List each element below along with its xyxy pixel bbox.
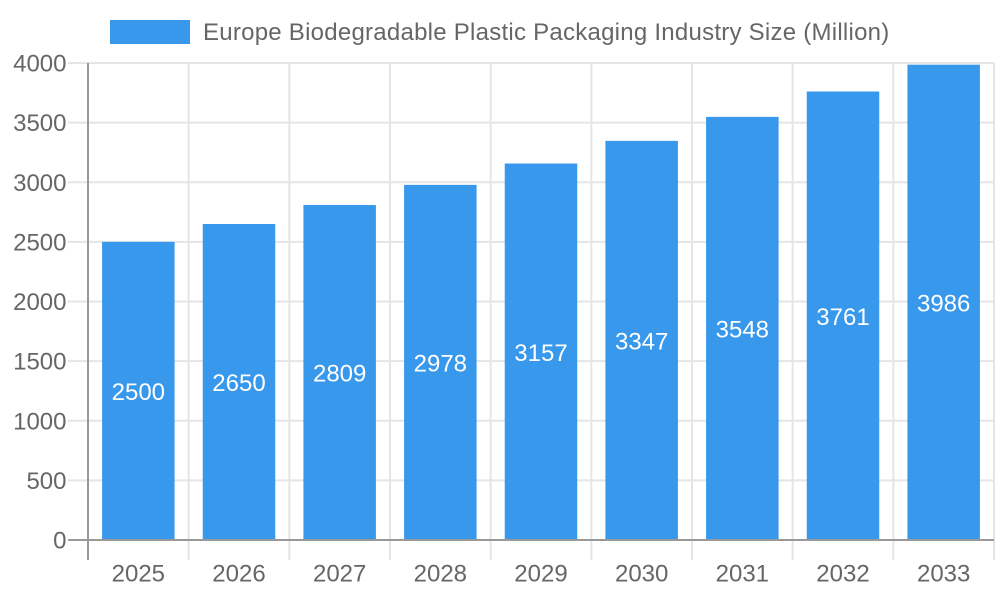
svg-text:2809: 2809 [313, 361, 366, 388]
svg-text:2030: 2030 [615, 561, 668, 588]
svg-text:500: 500 [26, 468, 66, 495]
svg-text:0: 0 [53, 528, 66, 555]
svg-text:4000: 4000 [13, 51, 66, 78]
svg-text:2033: 2033 [917, 561, 970, 588]
svg-text:2032: 2032 [816, 561, 869, 588]
svg-text:3548: 3548 [716, 316, 769, 343]
svg-text:3500: 3500 [13, 110, 66, 137]
svg-text:3000: 3000 [13, 170, 66, 197]
svg-text:Europe Biodegradable Plastic P: Europe Biodegradable Plastic Packaging I… [203, 19, 890, 46]
svg-text:2027: 2027 [313, 561, 366, 588]
svg-text:2650: 2650 [212, 370, 265, 397]
svg-text:2978: 2978 [414, 350, 467, 377]
svg-text:2500: 2500 [13, 229, 66, 256]
svg-text:1000: 1000 [13, 408, 66, 435]
svg-text:3347: 3347 [615, 328, 668, 355]
svg-text:3157: 3157 [514, 340, 567, 367]
svg-text:3986: 3986 [917, 290, 970, 317]
svg-text:2028: 2028 [414, 561, 467, 588]
svg-text:2025: 2025 [112, 561, 165, 588]
svg-text:3761: 3761 [816, 304, 869, 331]
svg-text:1500: 1500 [13, 349, 66, 376]
svg-text:2000: 2000 [13, 289, 66, 316]
svg-text:2026: 2026 [212, 561, 265, 588]
svg-text:2029: 2029 [514, 561, 567, 588]
svg-text:2031: 2031 [716, 561, 769, 588]
svg-text:2500: 2500 [112, 379, 165, 406]
